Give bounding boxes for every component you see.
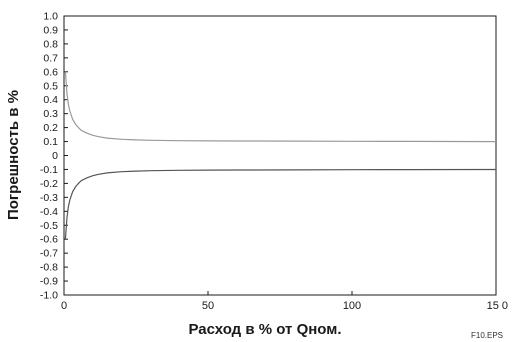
y-tick-label: -0.4 xyxy=(40,206,58,218)
y-tick-label: -0.1 xyxy=(40,164,58,176)
series-line-2 xyxy=(64,168,497,240)
y-axis-label: Погрешность в % xyxy=(5,90,22,220)
y-tick-label: 0.1 xyxy=(43,136,58,148)
x-tick-label: 50 xyxy=(202,300,214,312)
y-axis-ticks: 1.00.9 0.8 0.7 0.6 0.5 0.4 0.3 0.2 0.1 0 -0.1 -0.2 -… xyxy=(40,11,68,302)
y-tick-label: -1.0 xyxy=(40,290,58,302)
y-tick-label: 0.5 xyxy=(43,80,58,92)
y-tick-label: -0.3 xyxy=(40,192,58,204)
y-tick-label: 0.9 xyxy=(43,24,58,36)
y-tick-label: 0.6 xyxy=(43,66,58,78)
x-tick-label: 100 xyxy=(343,300,361,312)
y-tick-label: 0.4 xyxy=(43,94,58,106)
series-line-1 xyxy=(64,71,497,143)
y-tick-label: -0.9 xyxy=(40,276,58,288)
y-tick-label: 0.2 xyxy=(43,122,58,134)
y-tick-label: -0.6 xyxy=(40,234,58,246)
x-tick-label: 0 xyxy=(61,300,67,312)
y-tick-label: 0.3 xyxy=(43,108,58,120)
y-tick-label: 0 xyxy=(52,150,58,162)
x-axis-ticks: 0 50 100 15 0 xyxy=(61,291,508,312)
y-tick-label: -0.5 xyxy=(40,220,58,232)
y-tick-label: -0.8 xyxy=(40,262,58,274)
y-tick-label: 1.0 xyxy=(43,11,58,23)
series-layer xyxy=(64,71,497,240)
plot-frame xyxy=(63,15,497,296)
y-tick-label: 0.8 xyxy=(43,38,58,50)
y-tick-label: -0.2 xyxy=(40,178,58,190)
x-axis-label: Расход в % от Qном. xyxy=(188,321,341,338)
file-label: F10.EPS xyxy=(471,331,503,340)
y-tick-label: 0.7 xyxy=(43,52,58,64)
x-tick-label: 15 0 xyxy=(487,300,508,312)
y-tick-label: -0.7 xyxy=(40,248,58,260)
